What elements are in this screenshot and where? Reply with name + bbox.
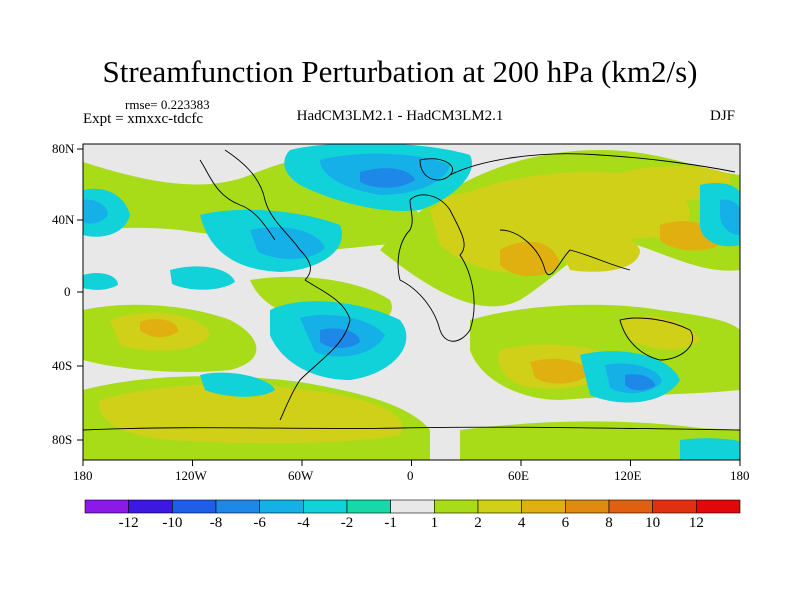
contour-field: [83, 144, 740, 460]
colorbar-swatch: [259, 499, 304, 514]
colorbar-label: 2: [474, 515, 482, 531]
lon-label: 0: [407, 468, 414, 483]
axis-ticks: [77, 148, 741, 466]
lat-label: 80S: [52, 432, 73, 447]
colorbar-swatch: [565, 499, 610, 514]
colorbar-label: -10: [162, 515, 183, 531]
colorbar-label: 8: [605, 515, 613, 531]
colorbar-swatch: [390, 499, 435, 514]
colorbar-label: -12: [118, 515, 139, 531]
colorbar-swatch: [346, 499, 391, 514]
colorbar: [84, 499, 741, 514]
colorbar-swatch: [215, 499, 260, 514]
colorbar-swatch: [652, 499, 697, 514]
lat-label: 40S: [52, 358, 73, 373]
lon-label: 180: [730, 468, 750, 483]
models-label: HadCM3LM2.1 - HadCM3LM2.1: [296, 108, 504, 124]
rmse-label: rmse= 0.223383: [125, 97, 210, 112]
season-label: DJF: [710, 108, 736, 124]
lon-label: 120E: [614, 468, 642, 483]
colorbar-label: -2: [340, 515, 354, 531]
colorbar-label: 6: [561, 515, 570, 531]
colorbar-swatch: [84, 499, 129, 514]
colorbar-swatch: [521, 499, 566, 514]
colorbar-label: 10: [645, 515, 661, 531]
lat-label: 80N: [52, 141, 75, 156]
figure-title: Streamfunction Perturbation at 200 hPa (…: [102, 54, 698, 89]
colorbar-label: -4: [297, 515, 310, 531]
colorbar-label: 1: [430, 515, 439, 531]
colorbar-swatch: [477, 499, 522, 514]
lon-label: 120W: [175, 468, 207, 483]
lon-label: 180: [73, 468, 93, 483]
colorbar-label: -8: [209, 515, 223, 531]
lon-label: 60E: [508, 468, 529, 483]
colorbar-swatch: [172, 499, 217, 514]
colorbar-swatch: [128, 499, 173, 514]
colorbar-label: 4: [517, 515, 526, 531]
colorbar-label: -1: [384, 515, 397, 531]
experiment-label: Expt = xmxxc-tdcfc: [83, 111, 204, 127]
lat-label: 40N: [52, 212, 75, 227]
lon-label: 60W: [288, 468, 314, 483]
colorbar-label: -6: [253, 515, 266, 531]
colorbar-swatch: [696, 499, 741, 514]
colorbar-swatch: [434, 499, 479, 514]
colorbar-label: 12: [688, 515, 704, 531]
lat-label: 0: [64, 284, 71, 299]
colorbar-swatch: [303, 499, 348, 514]
colorbar-swatch: [608, 499, 653, 514]
